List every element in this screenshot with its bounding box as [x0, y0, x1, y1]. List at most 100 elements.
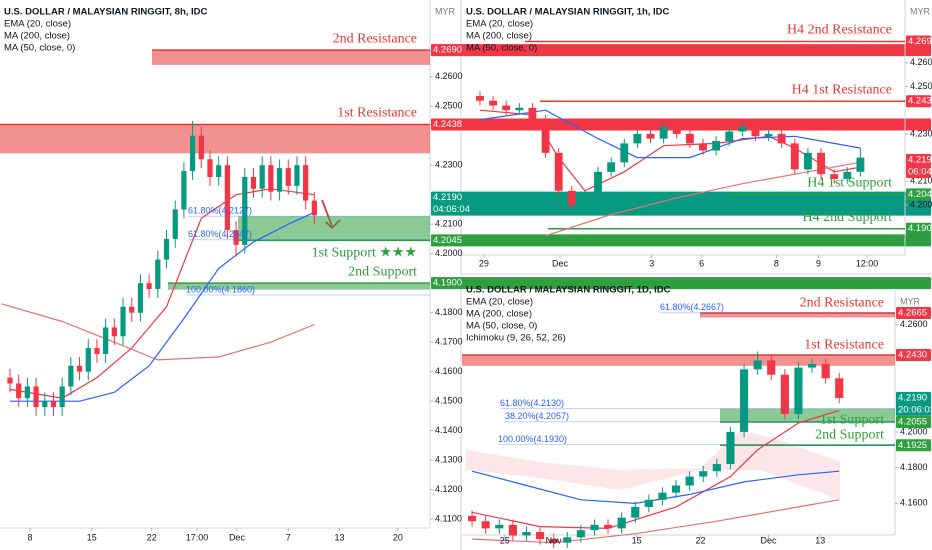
- ma-line: [9, 188, 315, 399]
- level-band: [238, 216, 430, 241]
- candle-body: [554, 152, 563, 191]
- candle-body: [495, 524, 504, 529]
- price-tag-label: 4.2055: [898, 417, 927, 428]
- candle-body: [685, 133, 694, 144]
- ma-line: [545, 161, 861, 237]
- candle-body: [633, 133, 642, 144]
- x-tick-label: 22: [696, 535, 706, 545]
- price-tag: [906, 153, 931, 178]
- candle-body: [780, 374, 789, 415]
- x-tick-label: Dec: [761, 535, 778, 545]
- y-tick-label: 4.1100: [435, 514, 462, 524]
- price-tag: [906, 188, 931, 201]
- x-tick-label: 13: [335, 532, 345, 542]
- candle-body: [817, 152, 825, 175]
- price-tag: [906, 35, 931, 48]
- legend-entry: MA (200, close): [466, 309, 532, 320]
- x-tick-label: 29: [479, 258, 489, 268]
- level-band: [462, 355, 895, 366]
- price-tag: [431, 277, 931, 290]
- candle-body: [85, 348, 91, 372]
- x-tick-label: Nov: [546, 535, 563, 545]
- price-tag-label: 4.2438: [908, 96, 932, 107]
- price-tag-label: 4.2045: [908, 189, 932, 200]
- price-tag: [896, 416, 931, 429]
- candle-body: [659, 126, 668, 139]
- x-tick-label: 22: [147, 532, 157, 542]
- y-tick-label: 4.1800: [900, 462, 928, 472]
- y-tick-label: 4.2100: [910, 176, 932, 186]
- candle-body: [311, 200, 317, 216]
- candle-body: [856, 157, 865, 172]
- candle-body: [502, 105, 511, 111]
- level-label: 2nd Support: [815, 428, 884, 443]
- price-tag-label: 4.2438: [433, 119, 462, 130]
- level-band: [700, 313, 895, 318]
- x-tick-label: 17:00: [186, 532, 209, 542]
- countdown: 20:06:03: [898, 404, 932, 415]
- x-tick-label: 15: [632, 535, 642, 545]
- level-label: 2nd Support: [348, 264, 417, 279]
- ichimoku-cloud: [466, 430, 840, 500]
- candle-body: [631, 506, 640, 518]
- price-tag: [431, 118, 931, 131]
- price-tag: [431, 234, 931, 247]
- x-tick-label: 15: [87, 532, 97, 542]
- candle-body: [541, 119, 550, 153]
- y-tick-label: 4.2000: [435, 248, 463, 258]
- candle-body: [672, 126, 681, 134]
- candle-body: [207, 159, 213, 177]
- candle-body: [294, 165, 300, 186]
- candle-body: [699, 471, 708, 477]
- fib-label: 100.00%(4.1860): [186, 284, 255, 294]
- candle-body: [646, 133, 655, 139]
- candle-body: [216, 165, 222, 177]
- candle-body: [751, 126, 760, 137]
- fib-label: 61.80%(4.2127): [188, 206, 252, 216]
- candle-body: [590, 524, 599, 531]
- price-tag-label: 4.2690: [908, 36, 932, 47]
- x-tick-label: 9: [816, 258, 821, 268]
- candle-body: [712, 464, 721, 472]
- y-tick-label: 4.1300: [435, 455, 463, 465]
- candle-body: [33, 386, 39, 408]
- x-tick-label: Dec: [229, 532, 246, 542]
- level-label: 1st Resistance: [337, 106, 417, 121]
- legend-entry: MA (200, close): [4, 31, 70, 42]
- candle-body: [712, 141, 721, 151]
- candle-body: [821, 363, 830, 379]
- y-tick-label: 4.1500: [435, 396, 463, 406]
- candle-body: [233, 230, 239, 245]
- candle-body: [753, 360, 762, 370]
- y-tick-label: 4.2600: [900, 319, 928, 329]
- candle-body: [24, 386, 30, 399]
- legend-entry: EMA (20, close): [466, 19, 533, 30]
- candle-body: [303, 165, 309, 201]
- candle-body: [111, 327, 117, 337]
- ma-line: [1, 303, 315, 361]
- chart-title: U.S. DOLLAR / MALAYSIAN RINGGIT, 8h, IDC: [4, 7, 208, 18]
- y-tick-label: 4.2600: [435, 71, 463, 81]
- price-tag-label: 4.2190: [433, 192, 462, 203]
- candle-body: [535, 531, 545, 540]
- candle-body: [563, 537, 572, 543]
- candle-body: [476, 95, 484, 101]
- candle-body: [790, 143, 799, 170]
- level-band: [152, 50, 430, 65]
- axis-unit: MYR: [910, 6, 931, 16]
- x-tick-label: 12:00: [856, 258, 879, 268]
- price-tag-label: 4.1925: [898, 440, 927, 451]
- price-tag: [906, 222, 931, 235]
- y-tick-label: 4.1700: [435, 337, 463, 347]
- price-tag: [431, 44, 931, 57]
- candle-body: [738, 126, 747, 132]
- candle-body: [259, 165, 265, 189]
- price-tag-label: 4.2190: [898, 392, 927, 403]
- y-tick-label: 4.2500: [435, 101, 463, 111]
- candle-body: [617, 517, 626, 529]
- y-tick-label: 4.2300: [435, 160, 463, 170]
- candle-body: [242, 176, 248, 245]
- candle-body: [777, 133, 786, 144]
- candle-body: [268, 165, 274, 192]
- price-tag: [906, 95, 931, 108]
